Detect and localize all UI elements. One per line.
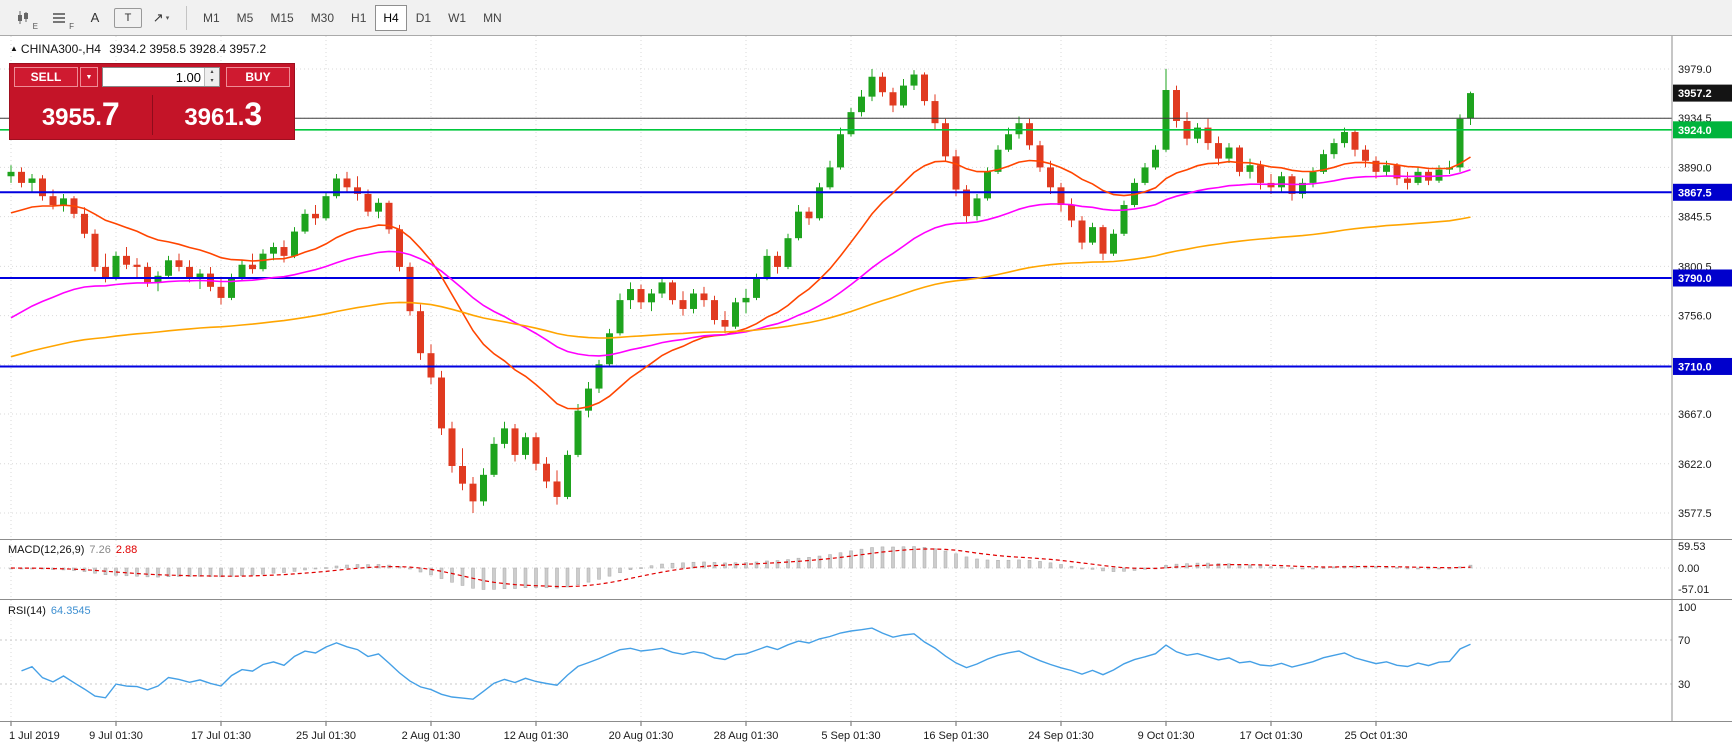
svg-text:16 Sep 01:30: 16 Sep 01:30 (923, 730, 988, 742)
svg-text:3845.5: 3845.5 (1678, 212, 1712, 224)
svg-text:9 Oct 01:30: 9 Oct 01:30 (1138, 730, 1195, 742)
bid-price: 3955.7 (41, 96, 120, 132)
symbol-marker-icon: ▲ (10, 44, 18, 53)
svg-text:25 Oct 01:30: 25 Oct 01:30 (1345, 730, 1408, 742)
rsi-label: RSI(14) 64.3545 (8, 605, 91, 617)
volume-box: ▴ ▾ (102, 67, 220, 87)
volume-up-icon[interactable]: ▴ (205, 68, 219, 77)
svg-text:3667.0: 3667.0 (1678, 409, 1712, 421)
rsi-value: 64.3545 (50, 605, 91, 617)
candles (7, 69, 1474, 513)
svg-text:3577.5: 3577.5 (1678, 508, 1712, 520)
svg-text:100: 100 (1678, 602, 1696, 614)
volume-down-icon[interactable]: ▾ (205, 77, 219, 86)
timeframe-m1-button[interactable]: M1 (203, 10, 220, 25)
price-divider (151, 94, 153, 135)
letter-a-tool-icon[interactable]: A (90, 10, 100, 25)
svg-text:3979.0: 3979.0 (1678, 64, 1712, 76)
svg-text:70: 70 (1678, 635, 1690, 647)
current-price-badge (1673, 84, 1732, 102)
svg-text:0.00: 0.00 (1678, 563, 1699, 575)
svg-text:17 Jul 01:30: 17 Jul 01:30 (191, 730, 251, 742)
rsi-curve (21, 627, 1471, 700)
grid-levels-icon[interactable]: F (42, 4, 76, 32)
timeframe-m30-button[interactable]: M30 (310, 10, 335, 25)
svg-text:3957.2: 3957.2 (1678, 88, 1712, 100)
sell-options-caret-icon[interactable]: ▼ (80, 67, 98, 87)
macd-main-value: 7.26 (89, 544, 111, 556)
svg-text:59.53: 59.53 (1678, 541, 1706, 553)
timeframe-m5-button[interactable]: M5 (236, 10, 254, 25)
svg-text:28 Aug 01:30: 28 Aug 01:30 (714, 730, 779, 742)
macd-histogram (9, 546, 1473, 590)
sell-button[interactable]: SELL (14, 67, 78, 87)
one-click-trading-panel: SELL ▼ ▴ ▾ BUY 3955.7 3961.3 (9, 63, 295, 140)
svg-text:3890.0: 3890.0 (1678, 162, 1712, 174)
trade-controls-row: SELL ▼ ▴ ▾ BUY (10, 64, 294, 90)
svg-text:3790.0: 3790.0 (1678, 273, 1712, 285)
volume-spinners: ▴ ▾ (204, 68, 219, 86)
text-tool-icon[interactable]: T (114, 7, 142, 28)
ohlc-values: 3934.2 3958.5 3928.4 3957.2 (109, 42, 267, 56)
svg-text:3867.5: 3867.5 (1678, 187, 1712, 199)
ma-slow-line (10, 216, 1471, 358)
level-badge (1673, 121, 1732, 139)
toolbar: E F A T ↗ ▾ M1 M5 M15 M30 H1 H4 D1 W1 MN (0, 0, 1732, 36)
svg-text:25 Jul 01:30: 25 Jul 01:30 (296, 730, 356, 742)
level-badge (1673, 183, 1732, 201)
svg-text:12 Aug 01:30: 12 Aug 01:30 (504, 730, 569, 742)
candlestick-chart-icon[interactable]: E (6, 4, 40, 32)
volume-input[interactable] (103, 68, 204, 86)
tool-icons-group: E F A T ↗ ▾ (6, 4, 178, 32)
svg-text:5 Sep 01:30: 5 Sep 01:30 (821, 730, 880, 742)
ma-fast-line (10, 156, 1471, 410)
timeframe-h1-button[interactable]: H1 (351, 10, 367, 25)
timeframe-m15-button[interactable]: M15 (270, 10, 294, 25)
ask-price: 3961.3 (184, 96, 263, 132)
trade-prices-row: 3955.7 3961.3 (10, 90, 294, 139)
timeframe-mn-button[interactable]: MN (483, 10, 502, 25)
ma-mid-line (10, 169, 1471, 357)
svg-text:3622.0: 3622.0 (1678, 459, 1712, 471)
svg-text:9 Jul 01:30: 9 Jul 01:30 (89, 730, 143, 742)
svg-text:3756.0: 3756.0 (1678, 311, 1712, 323)
level-badge (1673, 269, 1732, 287)
svg-text:24 Sep 01:30: 24 Sep 01:30 (1028, 730, 1093, 742)
timeframe-group: M1 M5 M15 M30 H1 H4 D1 W1 MN (195, 4, 510, 31)
symbol-name: CHINA300-,H4 (20, 42, 101, 56)
svg-text:3924.0: 3924.0 (1678, 125, 1712, 137)
svg-text:2 Aug 01:30: 2 Aug 01:30 (402, 730, 461, 742)
macd-signal-value: 2.88 (115, 544, 138, 556)
timeframe-d1-button[interactable]: D1 (415, 10, 432, 25)
svg-text:20 Aug 01:30: 20 Aug 01:30 (609, 730, 674, 742)
arrows-objects-icon[interactable]: ↗ ▾ (152, 9, 170, 25)
svg-text:3710.0: 3710.0 (1678, 361, 1712, 373)
timeframe-h4-button[interactable]: H4 (375, 4, 407, 31)
svg-text:-57.01: -57.01 (1678, 584, 1709, 596)
macd-name: MACD(12,26,9) (8, 544, 85, 556)
buy-button[interactable]: BUY (226, 67, 290, 87)
rsi-name: RSI(14) (8, 605, 46, 617)
svg-text:1 Jul 2019: 1 Jul 2019 (9, 730, 60, 742)
level-badge (1673, 357, 1732, 375)
symbol-header: ▲ CHINA300-,H4 3934.2 3958.5 3928.4 3957.… (10, 42, 266, 56)
toolbar-separator (186, 5, 187, 30)
timeframe-w1-button[interactable]: W1 (448, 10, 467, 25)
svg-text:17 Oct 01:30: 17 Oct 01:30 (1240, 730, 1303, 742)
svg-text:30: 30 (1678, 679, 1690, 691)
macd-label: MACD(12,26,9) 7.26 2.88 (8, 544, 137, 556)
